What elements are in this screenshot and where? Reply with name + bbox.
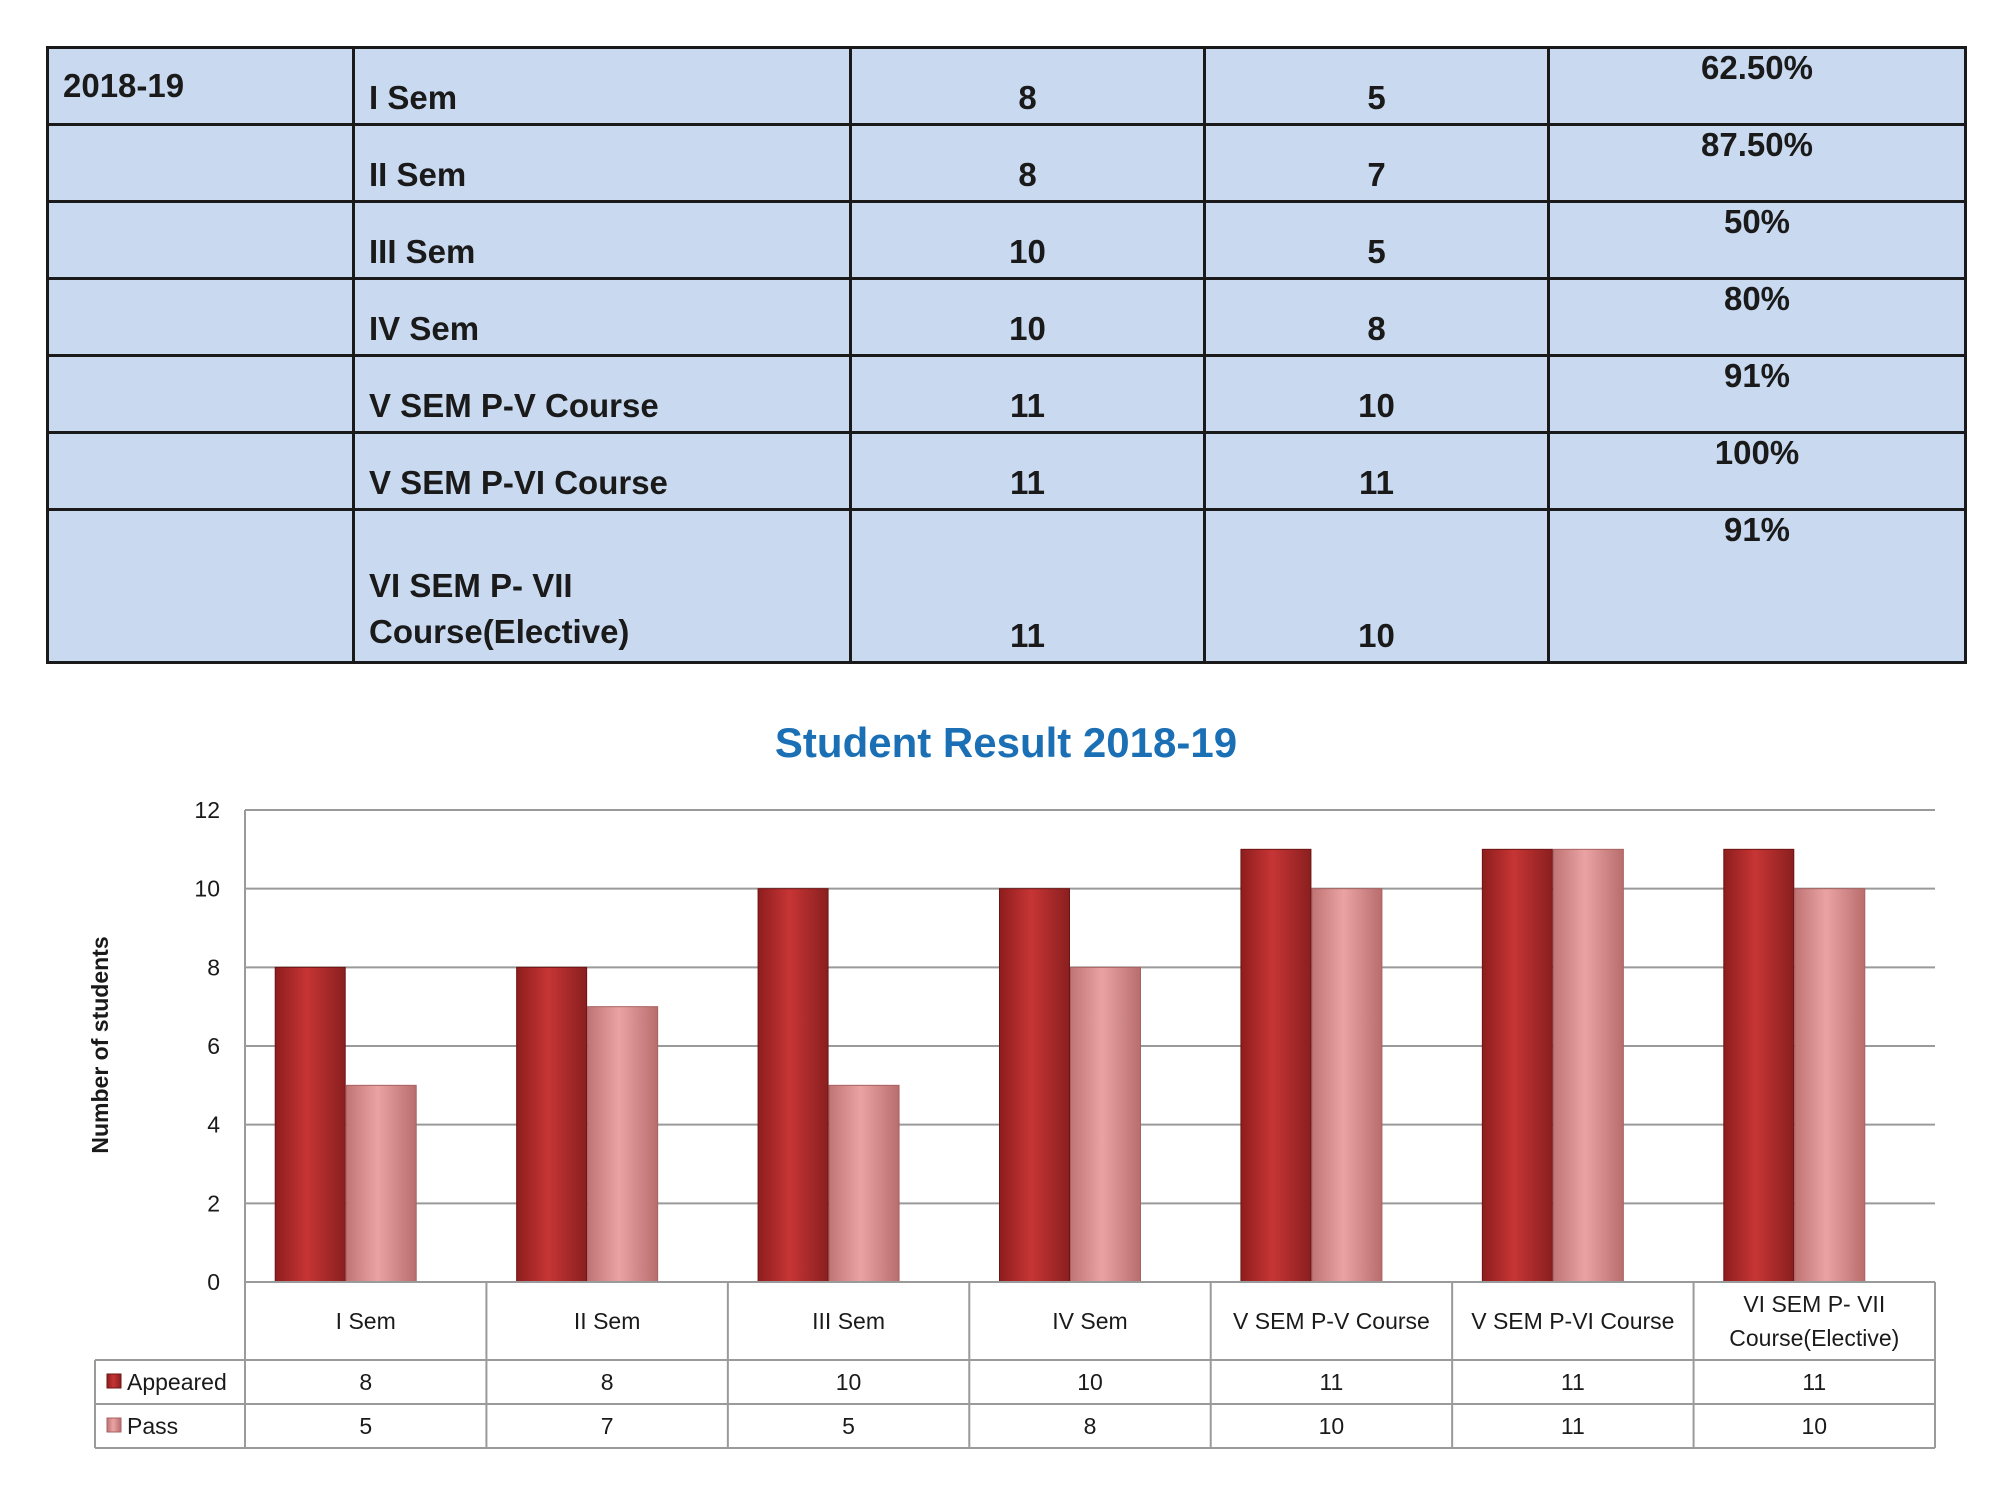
x-tick-label: II Sem [574, 1308, 640, 1334]
data-table-value: 10 [836, 1369, 862, 1395]
appeared-cell: 11 [849, 508, 1206, 664]
appeared-cell: 10 [849, 277, 1206, 357]
y-tick-label: 10 [194, 876, 220, 902]
data-table-value: 8 [1084, 1413, 1097, 1439]
semester-cell: III Sem [352, 200, 852, 280]
percent-cell: 50% [1547, 200, 1967, 280]
legend-label: Appeared [127, 1369, 227, 1395]
y-tick-label: 12 [194, 797, 220, 823]
data-table-value: 10 [1077, 1369, 1103, 1395]
year-cell [46, 354, 355, 434]
year-cell [46, 508, 355, 664]
y-tick-label: 8 [207, 954, 220, 980]
percent-cell: 91% [1547, 354, 1967, 434]
bar-pass [1552, 848, 1624, 1283]
semester-cell: II Sem [352, 123, 852, 203]
semester-cell: IV Sem [352, 277, 852, 357]
table-row: II Sem 8 7 87.50% [46, 123, 1967, 203]
percent-cell: 91% [1547, 508, 1967, 664]
percent-cell: 87.50% [1547, 123, 1967, 203]
semester-cell: I Sem [352, 46, 852, 126]
result-table: 2018-19 I Sem 8 5 62.50% II Sem 8 7 87.5… [46, 46, 1967, 664]
data-table-value: 8 [601, 1369, 614, 1395]
pass-cell: 7 [1203, 123, 1550, 203]
pass-cell: 8 [1203, 277, 1550, 357]
legend-key-appeared [106, 1373, 122, 1389]
bar-pass [1070, 966, 1141, 1283]
semester-cell: VI SEM P- VII Course(Elective) [352, 508, 852, 664]
data-table-value: 10 [1801, 1413, 1827, 1439]
bar-appeared [999, 888, 1070, 1283]
table-row: VI SEM P- VII Course(Elective) 11 10 91% [46, 508, 1967, 664]
y-tick-label: 0 [207, 1269, 220, 1295]
table-row: 2018-19 I Sem 8 5 62.50% [46, 46, 1967, 126]
x-tick-label: III Sem [812, 1308, 885, 1334]
appeared-cell: 11 [849, 431, 1206, 511]
data-table-value: 10 [1319, 1413, 1345, 1439]
bar-appeared [1240, 848, 1312, 1283]
semester-cell: V SEM P-V Course [352, 354, 852, 434]
semester-cell: V SEM P-VI Course [352, 431, 852, 511]
data-table-value: 7 [601, 1413, 614, 1439]
data-table-value: 11 [1319, 1369, 1343, 1395]
x-tick-label: V SEM P-V Course [1233, 1308, 1430, 1334]
legend-label: Pass [127, 1413, 178, 1439]
appeared-cell: 8 [849, 123, 1206, 203]
y-tick-label: 2 [207, 1190, 220, 1216]
year-cell: 2018-19 [46, 46, 355, 126]
data-table-value: 5 [842, 1413, 855, 1439]
pass-cell: 11 [1203, 431, 1550, 511]
x-tick-label: I Sem [336, 1308, 396, 1334]
bar-pass [828, 1084, 900, 1283]
x-tick-label: IV Sem [1052, 1308, 1127, 1334]
percent-cell: 80% [1547, 277, 1967, 357]
bar-pass [587, 1006, 659, 1283]
table-row: IV Sem 10 8 80% [46, 277, 1967, 357]
data-table-value: 5 [359, 1413, 372, 1439]
x-tick-label: V SEM P-VI Course [1471, 1308, 1674, 1334]
pass-cell: 5 [1203, 200, 1550, 280]
bar-appeared [274, 966, 346, 1283]
data-table-value: 11 [1561, 1413, 1585, 1439]
appeared-cell: 11 [849, 354, 1206, 434]
y-axis-label: Number of students [87, 936, 113, 1153]
y-tick-label: 6 [207, 1033, 220, 1059]
data-table-value: 11 [1561, 1369, 1585, 1395]
bar-appeared [1723, 848, 1795, 1283]
pass-cell: 10 [1203, 354, 1550, 434]
pass-cell: 10 [1203, 508, 1550, 664]
data-table-value: 8 [359, 1369, 372, 1395]
table-row: V SEM P-V Course 11 10 91% [46, 354, 1967, 434]
bar-pass [345, 1084, 417, 1283]
bar-pass [1794, 888, 1866, 1283]
legend-key-pass [106, 1417, 122, 1433]
percent-cell: 62.50% [1547, 46, 1967, 126]
appeared-cell: 8 [849, 46, 1206, 126]
bar-pass [1311, 888, 1383, 1283]
bar-appeared [757, 888, 829, 1283]
pass-cell: 5 [1203, 46, 1550, 126]
bar-appeared [516, 966, 588, 1283]
year-cell [46, 277, 355, 357]
chart-title: Student Result 2018-19 [775, 719, 1237, 766]
table-row: V SEM P-VI Course 11 11 100% [46, 431, 1967, 511]
year-cell [46, 431, 355, 511]
y-tick-label: 4 [207, 1112, 220, 1138]
data-table-value: 11 [1802, 1369, 1826, 1395]
x-tick-label: VI SEM P- VII [1743, 1291, 1885, 1317]
table-row: III Sem 10 5 50% [46, 200, 1967, 280]
year-cell [46, 123, 355, 203]
percent-cell: 100% [1547, 431, 1967, 511]
appeared-cell: 10 [849, 200, 1206, 280]
year-cell [46, 200, 355, 280]
bar-appeared [1481, 848, 1553, 1283]
x-tick-label: Course(Elective) [1729, 1325, 1899, 1351]
